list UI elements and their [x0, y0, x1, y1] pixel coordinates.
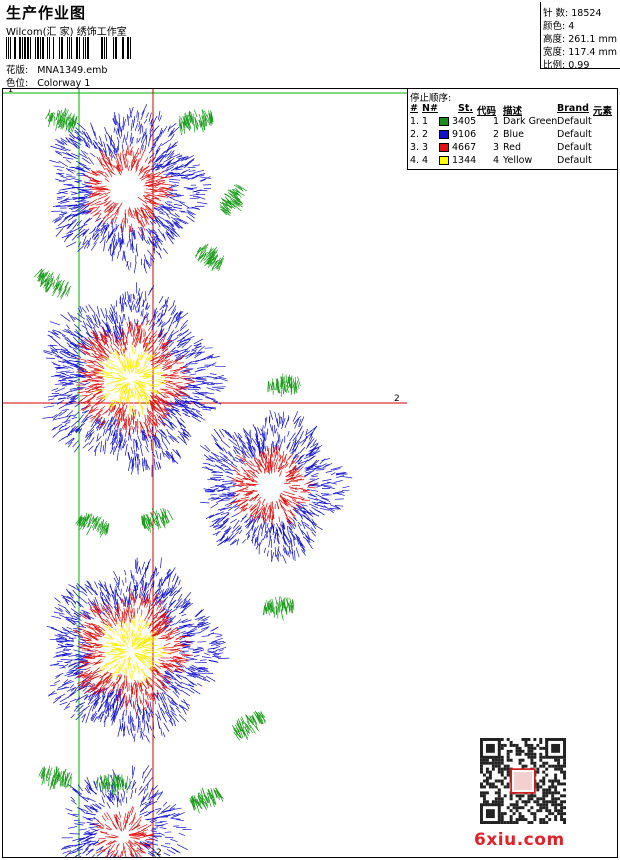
colors-stat: 颜色: 4 — [543, 18, 574, 32]
design-file-row: 花版: MNA1349.emb — [6, 62, 107, 76]
col-header-num: # — [410, 103, 418, 114]
company-name: Wilcom(汇 家) 绣饰工作室 — [6, 27, 127, 38]
color-swatch — [439, 156, 449, 165]
guide-marker-2-right: 2 — [394, 394, 400, 404]
design-file-value: MNA1349.emb — [37, 65, 108, 76]
page-title: 生产作业图 — [6, 4, 87, 22]
color-swatch — [439, 143, 449, 152]
row-no: 2 — [422, 129, 429, 140]
row-code: 2 — [493, 129, 500, 140]
col-header-brand: Brand — [557, 103, 589, 114]
row-no: 1 — [422, 116, 429, 127]
barcode — [6, 37, 131, 59]
row-num: 1. — [410, 116, 420, 127]
col-header-desc: 描述 — [503, 106, 523, 117]
scale-label: 比例: — [543, 60, 566, 71]
col-header-st: St. — [458, 103, 473, 114]
stitches-label: 针 数: — [543, 8, 569, 19]
row-no: 4 — [422, 155, 429, 166]
stats-box: 针 数: 18524 颜色: 4 高度: 261.1 mm 宽度: 117.4 … — [540, 2, 620, 71]
colorway-row: 色位: Colorway 1 — [6, 75, 90, 89]
col-header-no: N# — [422, 103, 438, 114]
colors-label: 颜色: — [543, 21, 566, 32]
height-value: 261.1 mm — [568, 34, 617, 45]
stitches-stat: 针 数: 18524 — [543, 5, 602, 19]
stop-sequence-title: 停止顺序: — [410, 93, 452, 104]
row-code: 4 — [493, 155, 500, 166]
row-code: 1 — [493, 116, 500, 127]
row-desc: Blue — [503, 129, 525, 140]
embroidery-preview: 1 2 2 — [3, 89, 407, 857]
row-brand: Default — [557, 155, 592, 166]
colorway-value: Colorway 1 — [37, 78, 91, 89]
height-label: 高度: — [543, 34, 566, 45]
site-watermark: 6xiu.com — [474, 830, 565, 850]
row-stitches: 1344 — [452, 155, 477, 166]
col-header-element: 元素 — [593, 106, 613, 117]
row-stitches: 4667 — [452, 142, 477, 153]
width-label: 宽度: — [543, 47, 566, 58]
qr-code — [480, 738, 566, 824]
guide-marker-1: 1 — [8, 89, 13, 94]
width-value: 117.4 mm — [568, 47, 617, 58]
row-num: 2. — [410, 129, 420, 140]
design-file-label: 花版: — [6, 65, 29, 76]
color-swatch — [439, 130, 449, 139]
row-brand: Default — [557, 116, 592, 127]
height-stat: 高度: 261.1 mm — [543, 31, 617, 45]
color-swatch — [439, 117, 449, 126]
sheet-frame — [2, 88, 618, 858]
width-stat: 宽度: 117.4 mm — [543, 44, 617, 58]
row-num: 4. — [410, 155, 420, 166]
guide-marker-2-bottom: 2 — [156, 848, 162, 857]
stitches-value: 18524 — [571, 8, 602, 19]
stop-sequence-panel — [407, 88, 618, 170]
row-code: 3 — [493, 142, 500, 153]
scale-value: 0.99 — [568, 60, 590, 71]
row-stitches: 3405 — [452, 116, 477, 127]
row-desc: Dark Green — [503, 116, 558, 127]
row-stitches: 9106 — [452, 129, 477, 140]
scale-stat: 比例: 0.99 — [543, 57, 589, 71]
row-brand: Default — [557, 129, 592, 140]
row-brand: Default — [557, 142, 592, 153]
row-num: 3. — [410, 142, 420, 153]
row-no: 3 — [422, 142, 429, 153]
col-header-code: 代码 — [477, 106, 497, 117]
row-desc: Red — [503, 142, 522, 153]
row-desc: Yellow — [503, 155, 533, 166]
colorway-label: 色位: — [6, 78, 29, 89]
colors-value: 4 — [568, 21, 575, 32]
